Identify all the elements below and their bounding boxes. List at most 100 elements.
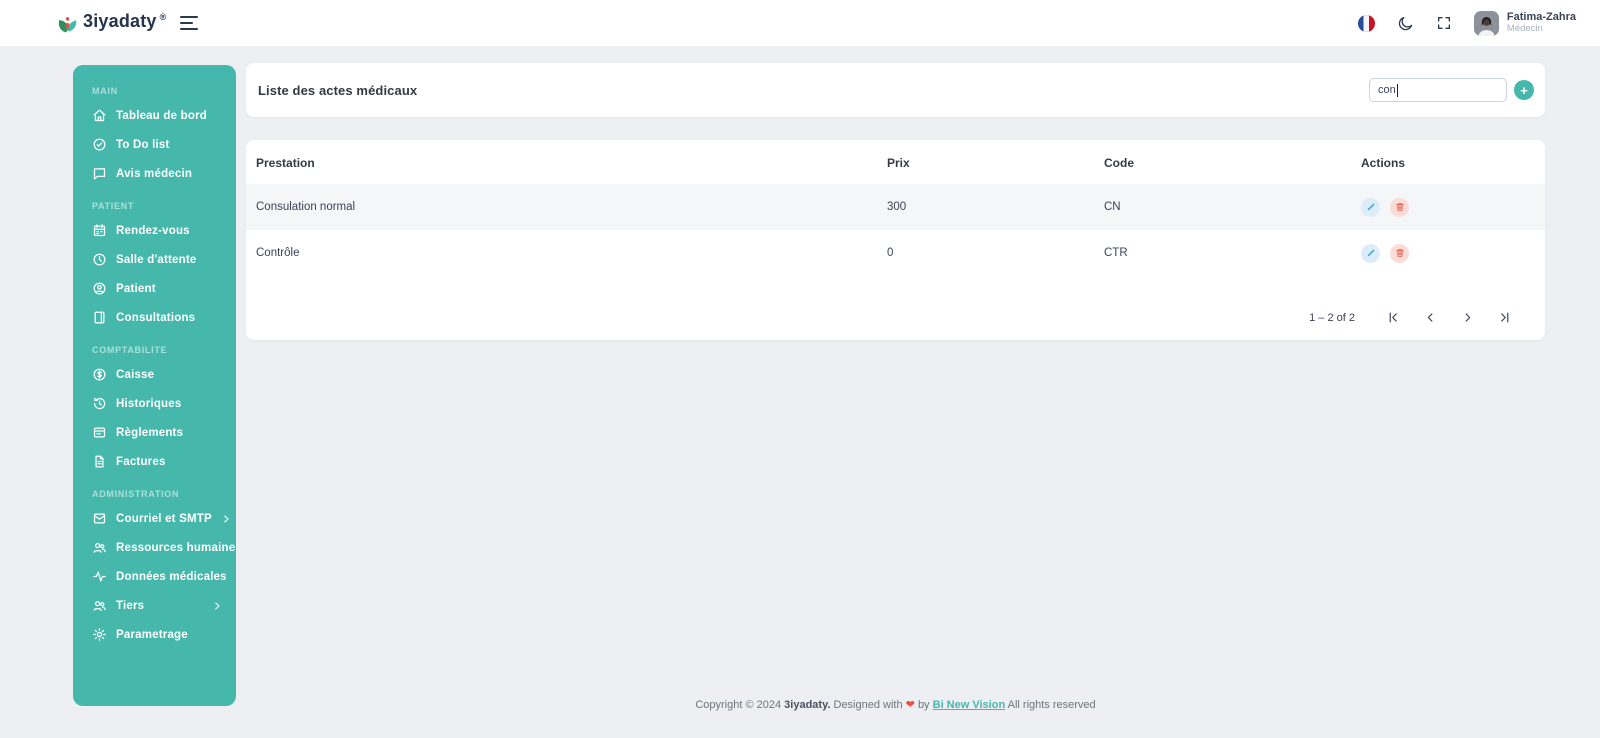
notebook-icon (92, 310, 107, 325)
sidebar-item-reglements[interactable]: Règlements (73, 418, 236, 447)
user-menu[interactable]: Fatima-Zahra Médecin (1473, 10, 1576, 36)
sidebar-item-avis-medecin[interactable]: Avis médecin (73, 159, 236, 188)
cell-prestation: Consulation normal (246, 184, 877, 230)
footer-rights: All rights reserved (1007, 699, 1096, 711)
delete-button[interactable] (1390, 197, 1409, 217)
table-row: Contrôle 0 CTR (246, 230, 1545, 276)
user-circle-icon (92, 281, 107, 296)
cell-actions (1351, 230, 1545, 276)
next-page-button[interactable] (1455, 307, 1480, 328)
users-icon (92, 540, 107, 555)
footer: Copyright © 2024 3iyadaty. Designed with… (246, 698, 1545, 711)
edit-button[interactable] (1361, 197, 1380, 217)
sidebar-item-courriel-smtp[interactable]: Courriel et SMTP (73, 504, 236, 533)
section-label-patient: PATIENT (92, 201, 135, 211)
footer-by: by (917, 699, 930, 711)
sidebar-item-tableau-de-bord[interactable]: Tableau de bord (73, 101, 236, 130)
calendar-icon (92, 223, 107, 238)
actes-table-card: Prestation Prix Code Actions Consulation… (246, 140, 1545, 340)
history-icon (92, 396, 107, 411)
sidebar-item-ressources-humaines[interactable]: Ressources humaines (73, 533, 236, 562)
file-icon (92, 454, 107, 469)
user-name: Fatima-Zahra (1506, 11, 1576, 24)
cell-prix: 0 (887, 247, 894, 259)
footer-designed-with: Designed with (833, 699, 903, 711)
cell-prix: 300 (877, 184, 1094, 230)
sidebar-item-caisse[interactable]: Caisse (73, 360, 236, 389)
delete-button[interactable] (1390, 243, 1409, 263)
sidebar-item-salle-attente[interactable]: Salle d'attente (73, 245, 236, 274)
chat-icon (92, 166, 107, 181)
check-circle-icon (92, 137, 107, 152)
column-header-prestation: Prestation (256, 156, 315, 170)
sidebar-item-donnees-medicales[interactable]: Données médicales (73, 562, 236, 591)
user-role: Médecin (1506, 22, 1543, 34)
cell-actions (1351, 184, 1545, 230)
moon-icon (1398, 16, 1413, 30)
chevron-right-icon (1465, 313, 1471, 322)
users-icon (92, 598, 107, 613)
dark-mode-toggle[interactable] (1397, 15, 1414, 32)
chevron-right-icon (212, 601, 222, 611)
last-page-icon (1501, 312, 1509, 323)
fullscreen-button[interactable] (1436, 15, 1452, 31)
previous-page-button[interactable] (1418, 307, 1443, 328)
pagination-range: 1 – 2 of 2 (1309, 311, 1355, 324)
top-header: 3iyadaty ® (0, 0, 1600, 46)
sidebar: MAIN Tableau de bord To Do list Avis méd… (73, 65, 236, 706)
trash-icon (1395, 203, 1404, 211)
sidebar-item-rendez-vous[interactable]: Rendez-vous (73, 216, 236, 245)
cell-code: CTR (1104, 247, 1128, 259)
text-caret (1396, 83, 1398, 97)
footer-copyright: Copyright © 2024 (695, 699, 782, 711)
avatar (1473, 10, 1499, 36)
page-content: MAIN Tableau de bord To Do list Avis méd… (0, 46, 1600, 738)
gear-icon (92, 627, 107, 642)
logo-leaf-icon (58, 16, 77, 32)
sidebar-item-tiers[interactable]: Tiers (73, 591, 236, 620)
first-page-button[interactable] (1381, 307, 1406, 328)
sidebar-item-factures[interactable]: Factures (73, 447, 236, 476)
cell-prestation: Contrôle (256, 247, 300, 259)
pagination: 1 – 2 of 2 (1309, 307, 1517, 328)
edit-button[interactable] (1361, 243, 1380, 263)
sidebar-item-parametrage[interactable]: Parametrage (73, 620, 236, 649)
table-header-row: Prestation Prix Code Actions (246, 142, 1545, 184)
first-page-icon (1389, 312, 1397, 323)
footer-link-bi-new-vision[interactable]: Bi New Vision (932, 699, 1006, 711)
cell-code: CN (1094, 184, 1351, 230)
table-row: Consulation normal 300 CN (246, 184, 1545, 230)
pencil-icon (1367, 249, 1374, 257)
search-input-value: con (1378, 84, 1396, 96)
activity-icon (92, 569, 107, 584)
chevron-right-icon (221, 514, 231, 524)
trash-icon (1395, 249, 1404, 257)
clock-icon (92, 252, 107, 267)
chevron-left-icon (1427, 313, 1433, 322)
page-title: Liste des actes médicaux (258, 82, 418, 98)
section-label-comptabilite: COMPTABILITE (92, 345, 168, 355)
fullscreen-icon (1437, 17, 1450, 29)
section-label-main: MAIN (92, 86, 118, 96)
column-header-prix: Prix (887, 156, 910, 170)
section-label-administration: ADMINISTRATION (92, 489, 180, 499)
brand-name: 3iyadaty (83, 10, 157, 31)
column-header-actions: Actions (1361, 156, 1406, 170)
sidebar-item-to-do-list[interactable]: To Do list (73, 130, 236, 159)
app-logo[interactable]: 3iyadaty ® (55, 11, 166, 36)
language-flag-icon[interactable] (1357, 14, 1375, 32)
mail-icon (92, 511, 107, 526)
hamburger-menu-icon[interactable] (180, 16, 199, 30)
sidebar-item-patient[interactable]: Patient (73, 274, 236, 303)
home-icon (92, 108, 107, 123)
card-icon (92, 425, 107, 440)
search-input[interactable]: con (1369, 78, 1507, 102)
pencil-icon (1367, 203, 1374, 211)
footer-brand: 3iyadaty. (784, 699, 831, 711)
last-page-button[interactable] (1492, 307, 1517, 328)
sidebar-item-historiques[interactable]: Historiques (73, 389, 236, 418)
column-header-code: Code (1104, 156, 1134, 170)
add-acte-button[interactable]: + (1514, 80, 1534, 100)
sidebar-item-consultations[interactable]: Consultations (73, 303, 236, 332)
heart-icon: ❤ (905, 699, 915, 711)
